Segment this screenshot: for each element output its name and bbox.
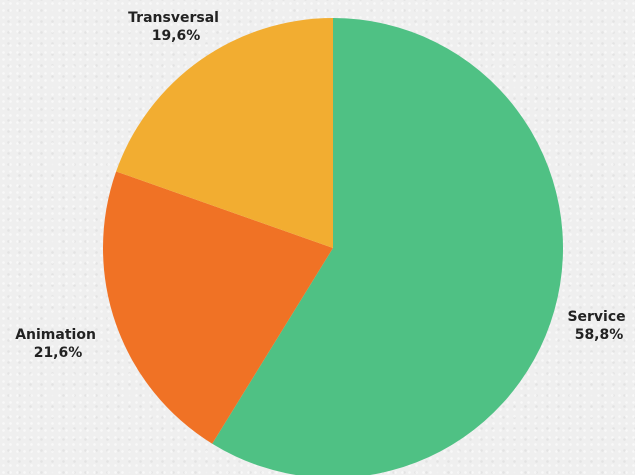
pie-slice-transversal [116,18,333,248]
slice-value-transversal: 19,6% [152,28,201,44]
slice-value-animation: 21,6% [34,345,83,361]
slice-name-animation: Animation [15,327,96,343]
slice-name-service: Service [567,309,625,325]
slice-label-service: Service 58,8% [567,309,630,343]
slice-value-service: 58,8% [575,327,624,343]
slice-name-transversal: Transversal [128,10,219,26]
pie-slice-animation [102,171,334,444]
pie-slice-service [212,18,563,475]
slice-label-transversal: Transversal 19,6% [128,10,224,44]
pie-labels: Service 58,8% Animation 21,6% Transversa… [15,10,630,361]
pie-slices [102,18,563,475]
slice-label-animation: Animation 21,6% [15,327,101,361]
